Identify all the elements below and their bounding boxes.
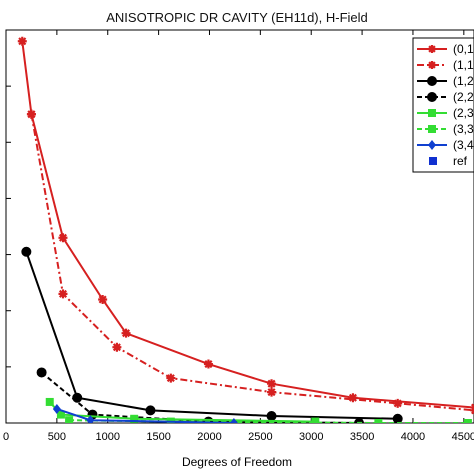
data-point	[166, 417, 175, 423]
data-point	[463, 419, 472, 423]
data-point	[428, 109, 436, 117]
legend-item: (1,2	[417, 74, 474, 88]
legend-label: (2,2	[453, 90, 474, 104]
data-point	[267, 379, 277, 389]
series-7	[52, 403, 238, 423]
legend: (0,1 (1,1 (1,2 (2,2 (2,3 (3,3 (3,4 ref	[412, 37, 474, 173]
data-point	[21, 246, 32, 257]
data-point	[145, 405, 156, 416]
x-tick-label: 2500	[248, 431, 272, 443]
data-point	[112, 342, 122, 352]
data-point	[428, 45, 436, 53]
data-point	[393, 398, 403, 408]
data-point	[311, 417, 320, 423]
legend-item: ref	[429, 154, 468, 168]
x-axis-ticks: 0 500 1000 1500 2000 2500 3000 3500 4000 4500	[3, 29, 474, 443]
data-point	[58, 289, 68, 299]
x-tick-label: 3000	[299, 431, 323, 443]
data-point	[26, 109, 36, 119]
legend-label: ref	[453, 154, 468, 168]
x-axis-label: Degrees of Freedom	[182, 455, 292, 469]
legend-label: (3,3	[453, 122, 474, 136]
plot-frame	[5, 29, 474, 424]
data-point	[121, 328, 131, 338]
data-point	[98, 294, 108, 304]
data-point	[36, 367, 47, 378]
data-point	[348, 393, 358, 403]
data-point	[52, 403, 61, 414]
data-point	[428, 125, 436, 133]
data-point	[266, 410, 277, 421]
legend-item: (2,2	[417, 90, 474, 104]
legend-label: (3,4	[453, 138, 474, 152]
x-tick-label: 1500	[146, 431, 170, 443]
data-point	[428, 61, 436, 69]
data-point	[428, 140, 436, 150]
legend-marker	[429, 157, 437, 165]
legend-item: (0,1	[417, 42, 474, 56]
x-tick-label: 2000	[197, 431, 221, 443]
data-point	[354, 418, 365, 423]
data-point	[45, 397, 54, 406]
legend-item: (3,4	[417, 138, 474, 152]
x-tick-label: 1000	[95, 431, 119, 443]
series-3	[21, 246, 403, 423]
legend-item: (3,3	[417, 122, 474, 136]
series-layer	[17, 36, 474, 423]
x-tick-label: 0	[3, 431, 9, 443]
data-point	[203, 359, 213, 369]
legend-label: (1,1	[453, 58, 474, 72]
series-2	[26, 109, 474, 415]
x-tick-label: 500	[48, 431, 66, 443]
x-tick-label: 4000	[401, 431, 425, 443]
data-point	[267, 387, 277, 397]
data-point	[229, 418, 238, 423]
data-point	[65, 416, 74, 423]
data-point	[72, 392, 83, 403]
data-point	[166, 373, 176, 383]
data-point	[374, 419, 383, 423]
data-point	[58, 233, 68, 243]
data-point	[130, 414, 139, 423]
data-point	[56, 410, 65, 419]
data-point	[86, 415, 95, 423]
legend-item: (1,1	[417, 58, 474, 72]
legend-label: (1,2	[453, 74, 474, 88]
chart-title: ANISOTROPIC DR CAVITY (EH11d), H-Field	[106, 10, 368, 25]
data-point	[427, 92, 437, 102]
legend-label: (2,3	[453, 106, 474, 120]
data-point	[427, 76, 437, 86]
data-point	[392, 413, 403, 423]
data-point	[17, 36, 27, 46]
x-tick-label: 4500	[452, 431, 474, 443]
legend-item: (2,3	[417, 106, 474, 120]
x-tick-label: 3500	[350, 431, 374, 443]
legend-label: (0,1	[453, 42, 474, 56]
legend-box	[412, 37, 474, 173]
